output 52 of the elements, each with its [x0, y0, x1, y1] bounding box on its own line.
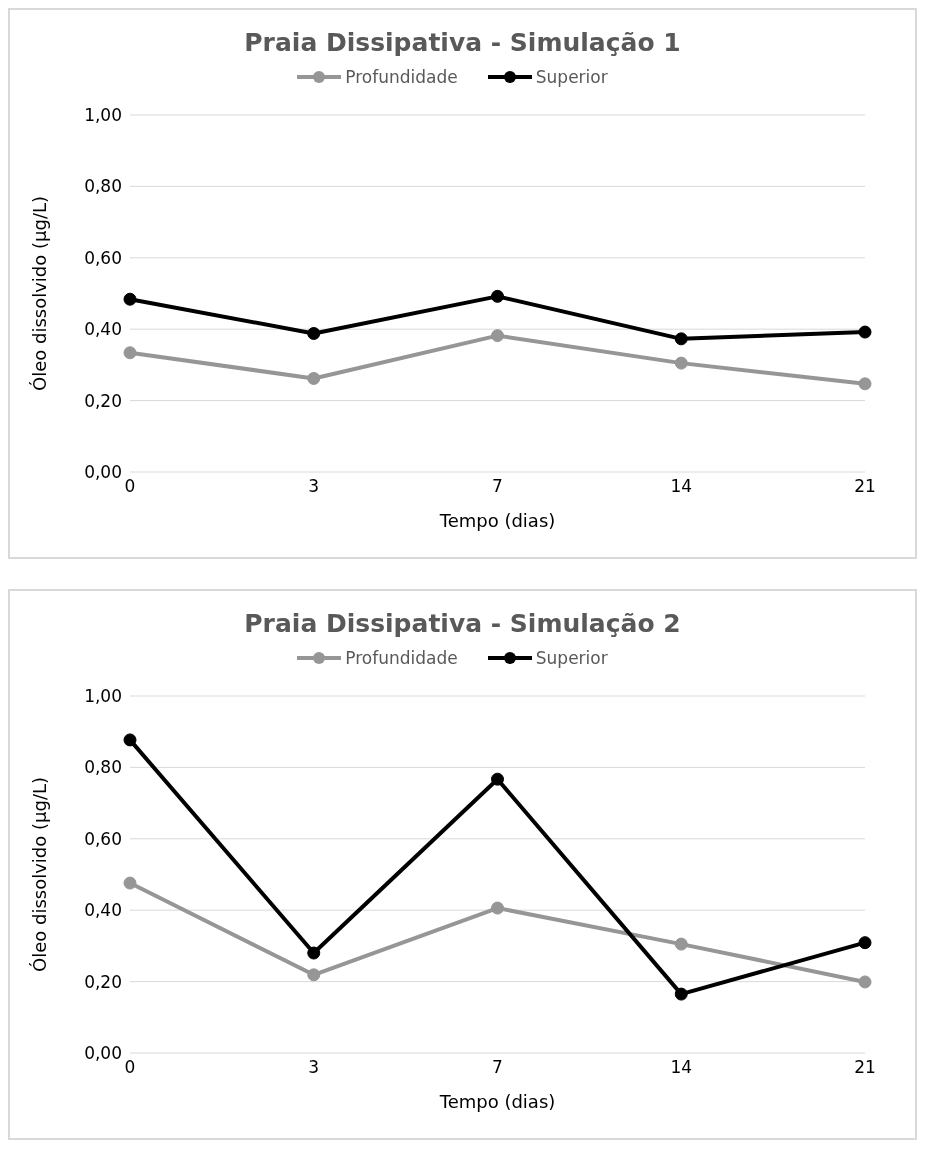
x-tick-label: 3	[308, 1057, 320, 1078]
legend-label: Superior	[534, 67, 608, 87]
x-tick-label: 14	[670, 476, 693, 497]
y-tick-label: 0,20	[84, 971, 122, 992]
point	[674, 987, 688, 1001]
point	[123, 876, 137, 890]
point	[491, 772, 504, 786]
y-tick-label: 0,40	[84, 900, 122, 921]
y-tick-label: 0,00	[84, 462, 122, 483]
point	[307, 371, 321, 385]
x-axis-title: Tempo (dias)	[438, 1091, 556, 1112]
point	[491, 329, 504, 343]
legend-label: Profundidade	[344, 67, 458, 87]
x-tick-label: 21	[854, 476, 876, 497]
x-tick-label: 7	[492, 476, 503, 497]
point	[123, 733, 137, 747]
x-tick-label: 14	[670, 1057, 693, 1078]
x-axis-title: Tempo (dias)	[438, 510, 556, 531]
y-tick-label: 0,20	[84, 390, 122, 411]
point	[858, 975, 872, 989]
point	[123, 292, 137, 306]
point	[307, 326, 321, 340]
point	[674, 356, 688, 370]
point	[674, 937, 688, 951]
chart-title: Praia Dissipativa - Simulação 2	[243, 608, 682, 638]
y-tick-label: 0,00	[84, 1043, 122, 1064]
chart-title: Praia Dissipativa - Simulação 1	[243, 27, 682, 57]
point	[123, 346, 137, 360]
y-axis-title: Óleo dissolvido (µg/L)	[29, 195, 51, 392]
point	[858, 325, 872, 339]
y-axis-title: Óleo dissolvido (µg/L)	[29, 776, 51, 973]
point	[307, 946, 321, 960]
y-tick-label: 0,60	[84, 247, 122, 268]
y-tick-label: 1,00	[84, 686, 122, 707]
point	[858, 936, 872, 950]
y-tick-label: 0,60	[84, 828, 122, 849]
y-tick-label: 0,80	[84, 757, 122, 778]
point	[307, 968, 321, 982]
x-tick-label: 3	[308, 476, 320, 497]
y-tick-label: 0,40	[84, 319, 122, 340]
x-tick-label: 0	[124, 1057, 136, 1078]
point	[491, 289, 504, 303]
point	[674, 332, 688, 346]
x-tick-label: 7	[492, 1057, 503, 1078]
x-tick-label: 21	[854, 1057, 876, 1078]
y-tick-label: 0,80	[84, 176, 122, 197]
legend-label: Profundidade	[344, 648, 458, 668]
y-tick-label: 1,00	[84, 105, 122, 126]
point	[491, 901, 504, 915]
x-tick-label: 0	[124, 476, 136, 497]
legend-label: Superior	[534, 648, 608, 668]
point	[858, 377, 872, 391]
